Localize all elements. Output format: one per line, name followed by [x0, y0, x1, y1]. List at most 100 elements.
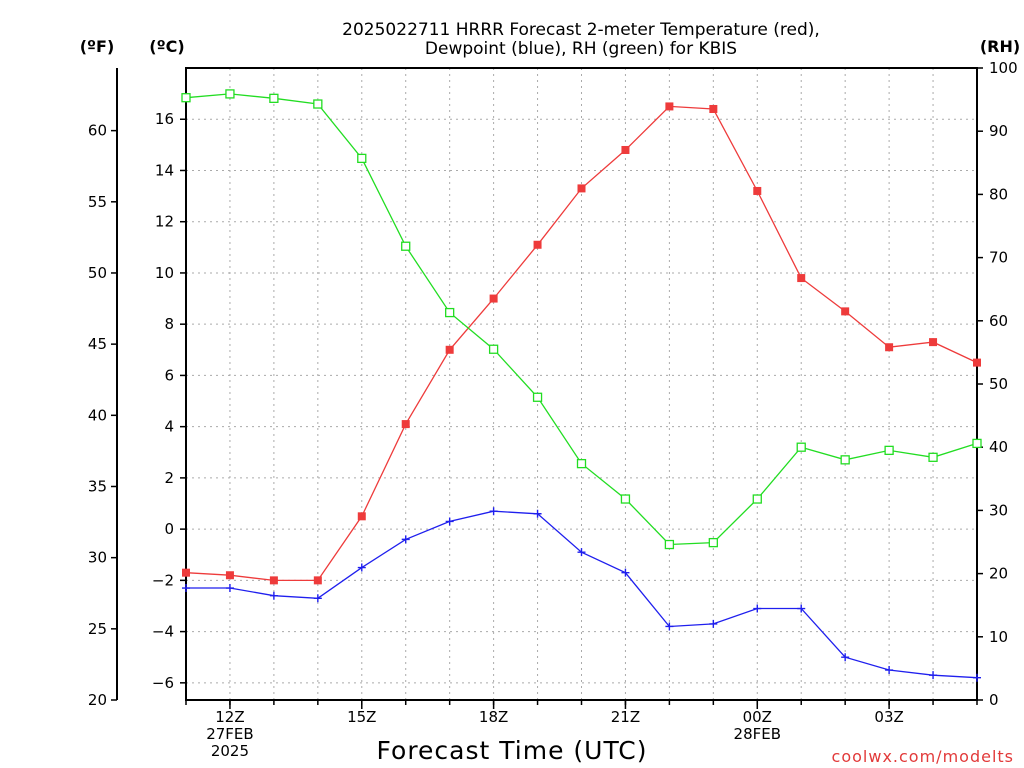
celsius-axis-unit: (ºC)	[149, 37, 184, 56]
dewpoint-point	[357, 563, 366, 572]
rh-point	[445, 307, 455, 318]
celsius-tick-label: 8	[164, 315, 174, 333]
celsius-tick-label: 14	[155, 161, 174, 179]
dewpoint-point	[577, 548, 586, 557]
rh-point	[357, 153, 367, 164]
celsius-tick-label: 10	[155, 264, 174, 282]
temperature-point	[665, 102, 674, 111]
rh-tick-label: 10	[989, 628, 1008, 646]
x-axis-title: Forecast Time (UTC)	[377, 736, 648, 765]
temperature-point	[621, 145, 630, 154]
rh-point	[928, 452, 938, 462]
rh-point	[488, 344, 499, 354]
temperature-point	[841, 307, 850, 316]
temperature-point	[357, 512, 366, 521]
rh-point	[313, 99, 323, 109]
plot-frame	[185, 67, 978, 701]
fahrenheit-axis-unit: (ºF)	[80, 37, 115, 56]
temperature-point	[577, 184, 586, 193]
fahrenheit-tick-label: 55	[88, 193, 107, 211]
rh-tick-label: 70	[989, 249, 1008, 267]
x-tick-label: 03Z	[874, 708, 903, 726]
rh-point	[532, 392, 543, 402]
watermark: coolwx.com/modelts	[832, 747, 1014, 766]
temperature-point	[885, 343, 894, 352]
temperature-point	[797, 274, 806, 283]
rh-tick-label: 20	[989, 565, 1008, 583]
rh-tick-label: 50	[989, 375, 1008, 393]
rh-point	[576, 458, 587, 469]
rh-point	[972, 438, 982, 449]
temperature-point	[709, 104, 718, 113]
celsius-tick-label: −6	[152, 674, 174, 692]
celsius-tick-label: −4	[152, 623, 174, 641]
rh-point	[796, 442, 806, 452]
rh-tick-label: 80	[989, 185, 1008, 203]
dewpoint-point	[182, 584, 190, 593]
chart-title-line-1: 2025022711 HRRR Forecast 2-meter Tempera…	[342, 20, 820, 40]
x-tick-label: 21Z	[611, 708, 640, 726]
celsius-tick-label: 6	[164, 366, 174, 384]
rh-tick-label: 60	[989, 312, 1008, 330]
dewpoint-point	[973, 673, 981, 682]
rh-tick-label: 30	[989, 501, 1008, 519]
axes: 202530354045505560−6−4−20246810121416010…	[88, 59, 1018, 760]
celsius-tick-label: 16	[155, 110, 174, 128]
temperature-point	[269, 576, 278, 585]
x-tick-label: 18Z	[479, 708, 508, 726]
x-tick-label: 28FEB	[734, 725, 781, 743]
temperature-point	[753, 186, 762, 195]
dewpoint-point	[489, 507, 498, 516]
temperature-point	[182, 568, 190, 577]
dewpoint-point	[841, 653, 850, 662]
temperature-point	[225, 571, 234, 580]
grid-lines	[186, 68, 977, 700]
dewpoint-point	[225, 584, 234, 593]
rh-tick-label: 40	[989, 438, 1008, 456]
rh-point	[708, 537, 718, 548]
x-tick-label: 00Z	[743, 708, 772, 726]
fahrenheit-tick-label: 50	[88, 264, 107, 282]
dewpoint-point	[445, 517, 454, 526]
dewpoint-point	[753, 604, 762, 613]
fahrenheit-tick-label: 60	[88, 122, 107, 140]
celsius-tick-label: 2	[164, 469, 174, 487]
celsius-tick-label: 4	[164, 418, 174, 436]
dewpoint-point	[621, 568, 630, 577]
rh-point	[884, 445, 894, 456]
dewpoint-point	[269, 591, 278, 600]
temperature-point	[489, 294, 498, 303]
dewpoint-point	[533, 509, 542, 518]
dewpoint-point	[313, 594, 322, 603]
fahrenheit-tick-label: 25	[88, 620, 107, 638]
fahrenheit-tick-label: 40	[88, 406, 107, 424]
dewpoint-point	[929, 671, 938, 680]
temperature-point	[973, 358, 981, 367]
data-series	[181, 89, 982, 682]
rh-tick-label: 90	[989, 122, 1008, 140]
fahrenheit-tick-label: 35	[88, 477, 107, 495]
x-tick-label: 12Z	[215, 708, 244, 726]
rh-point	[840, 455, 850, 465]
temperature-point	[313, 576, 322, 585]
rh-point	[269, 93, 279, 103]
temperature-point	[533, 240, 542, 249]
temperature-point	[929, 338, 938, 347]
rh-point	[401, 241, 411, 251]
rh-point	[752, 494, 762, 504]
dewpoint-point	[401, 535, 410, 544]
rh-point	[225, 89, 235, 99]
dewpoint-point	[709, 619, 718, 628]
temperature-point	[445, 345, 454, 354]
rh-point	[664, 539, 675, 550]
dewpoint-point	[885, 666, 894, 675]
fahrenheit-tick-label: 30	[88, 549, 107, 567]
x-tick-label: 15Z	[347, 708, 376, 726]
celsius-tick-label: −2	[152, 571, 174, 589]
chart-title: 2025022711 HRRR Forecast 2-meter Tempera…	[342, 20, 820, 59]
x-tick-label: 27FEB	[206, 725, 253, 743]
celsius-tick-label: 12	[155, 213, 174, 231]
dewpoint-point	[665, 622, 674, 631]
rh-tick-label: 0	[989, 691, 999, 709]
